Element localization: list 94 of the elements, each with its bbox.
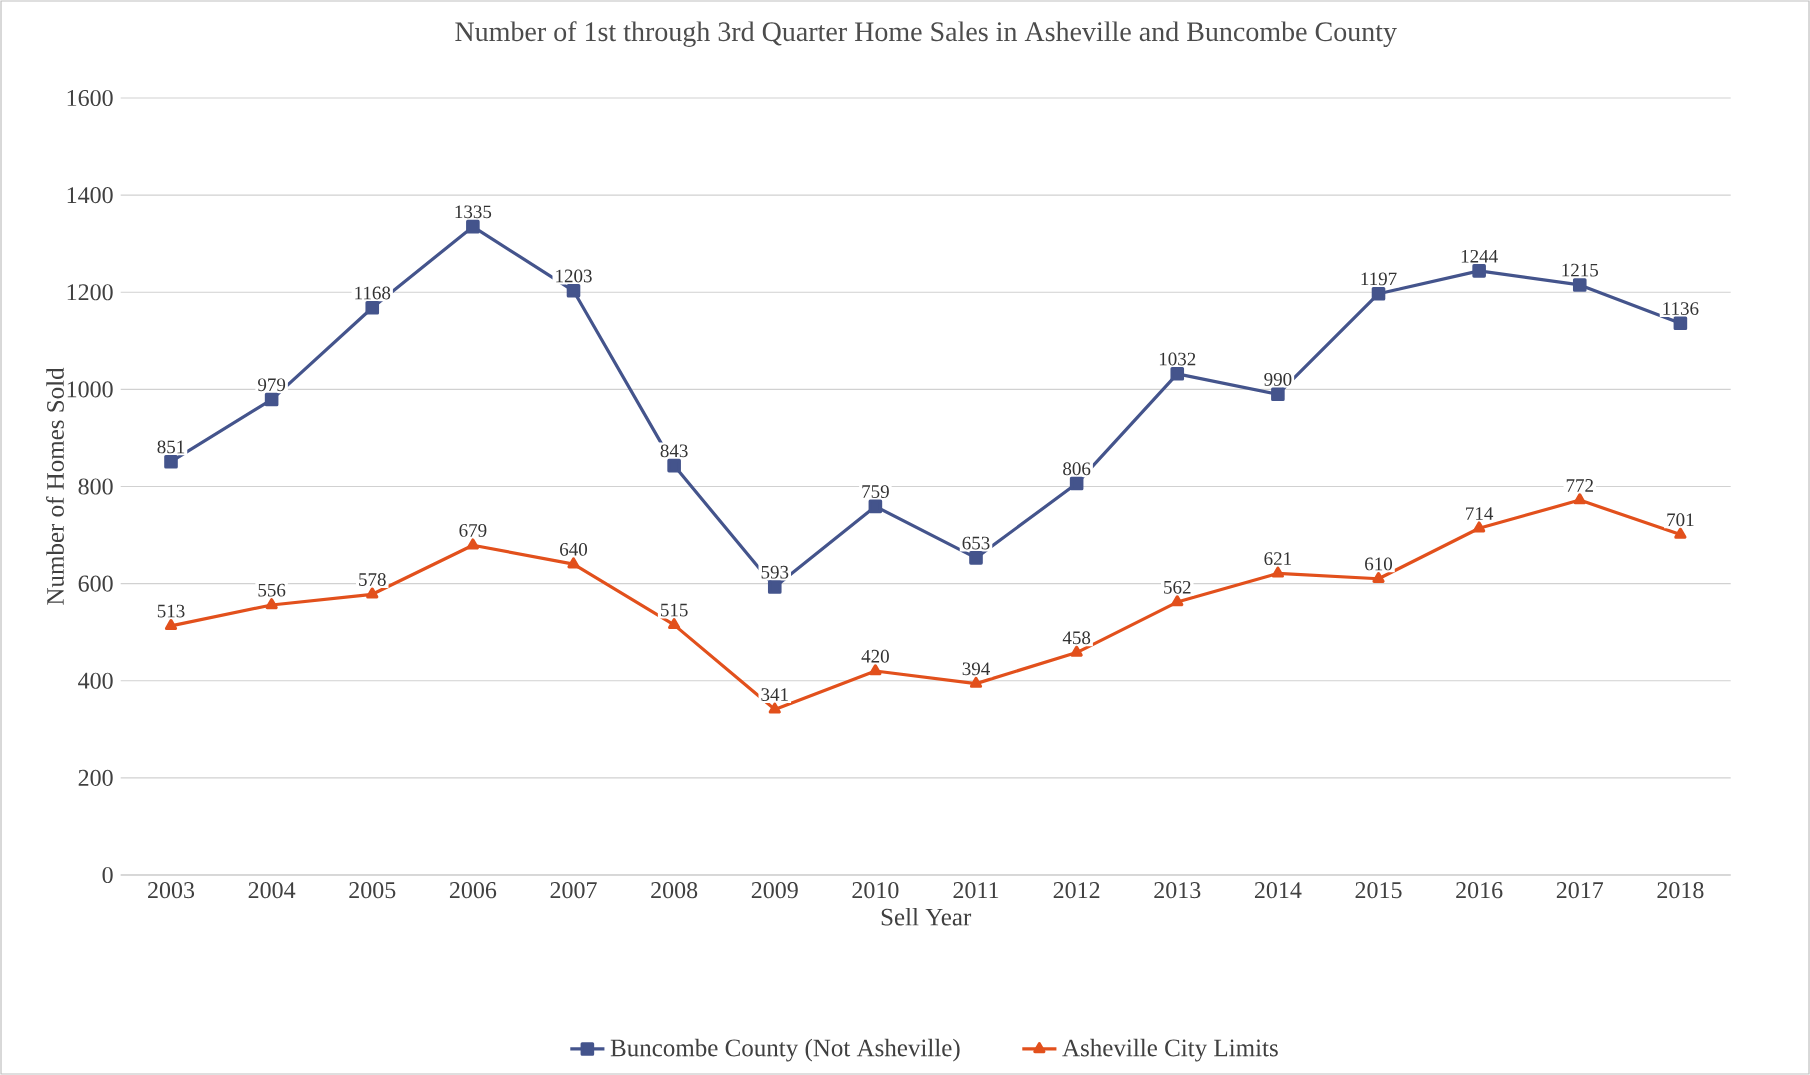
point	[969, 551, 983, 565]
point	[466, 219, 480, 234]
data-label: 1032	[1159, 352, 1196, 366]
data-label: 610	[1365, 557, 1393, 571]
point	[1271, 387, 1285, 402]
point	[1674, 527, 1687, 539]
y-axis-title: Number of Homes Sold	[46, 367, 64, 605]
point	[868, 499, 883, 514]
y-tick-label: 400	[78, 672, 113, 689]
legend-label: Buncombe County (Not Asheville)	[610, 1038, 960, 1062]
point	[1673, 316, 1688, 331]
data-label: 1335	[455, 205, 492, 219]
point	[1271, 566, 1284, 578]
point	[869, 664, 882, 676]
point	[164, 454, 178, 469]
data-label: 772	[1566, 479, 1593, 492]
x-tick-label: 2007	[550, 882, 597, 899]
data-label: 851	[157, 440, 185, 454]
x-tick-label: 2010	[852, 882, 899, 899]
y-tick-label: 1000	[67, 381, 113, 398]
x-tick-label: 2008	[651, 882, 698, 899]
y-tick-label: 600	[78, 575, 113, 592]
point	[1573, 493, 1586, 505]
y-tick-label: 800	[78, 478, 113, 495]
data-label: 1136	[1663, 302, 1699, 315]
point	[1069, 476, 1084, 491]
point	[1372, 571, 1385, 583]
x-tick-label: 2011	[953, 882, 999, 899]
x-tick-label: 2005	[349, 882, 396, 899]
data-label: 1244	[1461, 249, 1498, 263]
data-label: 513	[157, 604, 185, 618]
data-label: 458	[1062, 631, 1091, 645]
point	[1170, 367, 1185, 381]
point	[1070, 645, 1083, 657]
x-tick-label: 2004	[248, 882, 296, 899]
point	[566, 283, 581, 298]
x-axis-title: Sell Year	[881, 907, 972, 926]
point	[768, 702, 781, 714]
data-label: 1197	[1361, 272, 1397, 286]
data-label: 679	[459, 524, 487, 537]
data-label: 843	[660, 444, 688, 458]
y-tick-label: 1600	[67, 89, 113, 107]
x-tick-label: 2013	[1154, 882, 1201, 899]
point	[1371, 286, 1386, 301]
legend-label: Asheville City Limits	[1062, 1038, 1278, 1062]
point	[667, 458, 681, 473]
y-tick-label: 0	[102, 866, 113, 884]
point	[1171, 595, 1184, 607]
point	[366, 587, 379, 599]
data-label: 593	[761, 565, 789, 579]
y-tick-label: 1200	[67, 284, 113, 301]
point	[264, 392, 279, 407]
data-label: 515	[660, 603, 688, 617]
data-label: 653	[962, 536, 990, 550]
point	[1572, 278, 1587, 292]
point	[668, 618, 681, 630]
data-label: 556	[258, 583, 286, 597]
x-tick-label: 2003	[148, 882, 195, 899]
x-tick-label: 2012	[1053, 882, 1100, 899]
data-label: 420	[861, 649, 889, 663]
data-label: 1215	[1562, 263, 1599, 277]
x-tick-label: 2016	[1456, 882, 1503, 899]
point	[365, 300, 380, 315]
data-label: 701	[1667, 513, 1694, 527]
data-label: 394	[962, 662, 990, 676]
data-label: 621	[1264, 552, 1292, 566]
point	[466, 538, 479, 550]
data-label: 979	[258, 378, 286, 392]
point	[1472, 264, 1486, 278]
data-label: 714	[1466, 507, 1494, 520]
point	[969, 676, 983, 688]
point	[567, 557, 580, 569]
x-tick-label: 2018	[1657, 882, 1704, 899]
x-tick-label: 2014	[1254, 882, 1302, 899]
data-label: 759	[862, 485, 889, 498]
x-tick-label: 2017	[1556, 882, 1604, 899]
x-tick-label: 2006	[449, 882, 497, 899]
point	[767, 580, 782, 594]
y-tick-label: 200	[78, 769, 113, 786]
data-label: 341	[761, 688, 788, 701]
y-tick-label: 1400	[67, 187, 113, 204]
data-label: 1203	[556, 269, 592, 283]
x-tick-label: 2015	[1355, 882, 1402, 899]
x-tick-label: 2009	[751, 882, 798, 899]
data-label: 990	[1264, 372, 1292, 386]
data-label: 562	[1164, 580, 1191, 594]
point	[265, 598, 278, 610]
data-label: 640	[560, 542, 588, 556]
point	[1473, 521, 1486, 533]
chart-title: Number of 1st through 3rd Quarter Home Sales in Asheville and Buncombe County	[455, 21, 1397, 47]
data-label: 806	[1063, 462, 1091, 476]
data-label: 1168	[355, 286, 391, 300]
point	[164, 619, 178, 631]
data-label: 578	[359, 573, 386, 586]
